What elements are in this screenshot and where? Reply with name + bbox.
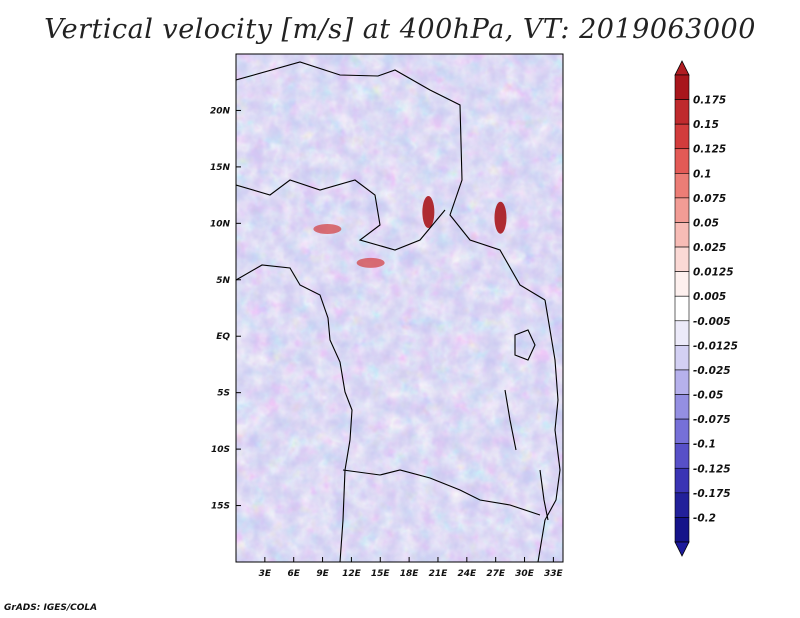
colorbar-bin [674, 246, 690, 272]
colorbar-bin [674, 443, 690, 469]
colorbar-label: 0.005 [693, 291, 726, 303]
colorbar-max-arrow [674, 60, 690, 76]
y-tick-label: 15S [211, 502, 230, 512]
colorbar-label: -0.2 [693, 512, 716, 524]
map-frame [235, 53, 564, 563]
y-axis: 20N 15N 10N 5N EQ 5S 10S 15S [210, 106, 241, 512]
x-tick-label: 24E [457, 569, 477, 579]
colorbar-bin [674, 123, 690, 150]
ascent-feature [494, 201, 507, 234]
y-tick-label: 10S [211, 445, 230, 455]
lake-victoria [514, 329, 536, 361]
x-tick-label: 33E [544, 569, 564, 579]
colorbar-bin [674, 222, 690, 248]
coastline-west [236, 264, 353, 562]
colorbar-bin [674, 173, 690, 199]
y-tick-label: 15N [210, 163, 231, 173]
colorbar-label: -0.0125 [693, 340, 738, 352]
y-tick-label: EQ [216, 332, 230, 342]
colorbar-bin [674, 418, 690, 444]
colorbar-label: -0.025 [693, 365, 731, 377]
colorbar-bin [674, 369, 690, 395]
colorbar-bin [674, 320, 690, 346]
ascent-feature [313, 223, 342, 234]
colorbar-min-arrow [674, 541, 690, 557]
boundary-north [236, 61, 546, 301]
x-tick-label: 21E [429, 569, 449, 579]
colorbar-bin [674, 148, 690, 174]
colorbar-bin [674, 295, 690, 322]
colorbar-label: -0.05 [693, 390, 723, 402]
colorbar-label: 0.05 [693, 217, 719, 229]
map-plot-area [236, 54, 563, 562]
colorbar-label: -0.075 [693, 414, 731, 426]
colorbar-label: 0.025 [693, 242, 726, 254]
colorbar-bin [674, 99, 690, 125]
features-layer [313, 196, 507, 268]
colorbar-bin [674, 394, 690, 420]
colorbar-label: 0.075 [693, 193, 726, 205]
x-tick-label: 12E [342, 569, 362, 579]
colorbar-label: -0.005 [693, 316, 731, 328]
colorbar-label: -0.125 [693, 463, 731, 475]
x-tick-label: 27E [486, 569, 506, 579]
ascent-feature [422, 196, 435, 229]
velocity-field-texture [236, 54, 563, 562]
colorbar-label: -0.1 [693, 439, 716, 451]
x-tick-label: 30E [515, 569, 535, 579]
lake-malawi [539, 469, 549, 521]
x-tick-label: 18E [400, 569, 420, 579]
colorbar-label: 0.175 [693, 95, 726, 107]
x-axis: 3E 6E 9E 12E 15E 18E 21E 24E 27E 30E 33E [259, 557, 564, 579]
country-boundaries [236, 61, 561, 562]
coastline-east [537, 299, 561, 562]
y-tick-label: 5S [217, 389, 230, 399]
colorbar-bin [674, 197, 690, 223]
colorbar-bin [674, 345, 690, 371]
colorbar-label: 0.0125 [693, 267, 734, 279]
x-tick-label: 3E [259, 569, 272, 579]
footer-credit: GrADS: IGES/COLA [4, 603, 98, 613]
y-tick-label: 5N [216, 276, 230, 286]
y-tick-label: 20N [210, 106, 231, 116]
colorbar-bin [674, 467, 690, 494]
y-tick-label: 10N [210, 219, 231, 229]
x-tick-label: 9E [316, 569, 329, 579]
map-title: Vertical velocity [m/s] at 400hPa, VT: 2… [44, 14, 756, 45]
x-tick-label: 6E [287, 569, 300, 579]
ascent-feature [356, 257, 385, 268]
boundary-south [342, 469, 541, 516]
colorbar-label: 0.1 [693, 168, 712, 180]
colorbar-label: 0.125 [693, 144, 726, 156]
x-tick-label: 15E [371, 569, 391, 579]
colorbar-bin [674, 271, 690, 297]
colorbar-label: 0.15 [693, 119, 719, 131]
colorbar-bin [674, 517, 690, 543]
boundary-sahel [236, 179, 446, 251]
colorbar-bin [674, 74, 690, 100]
colorbar: 0.175 0.15 0.125 0.1 0.075 0.05 0.025 0.0125 0.0… [674, 60, 738, 557]
lake-tanganyika [504, 389, 517, 451]
colorbar-bin [674, 492, 690, 518]
colorbar-label: -0.175 [693, 488, 731, 500]
